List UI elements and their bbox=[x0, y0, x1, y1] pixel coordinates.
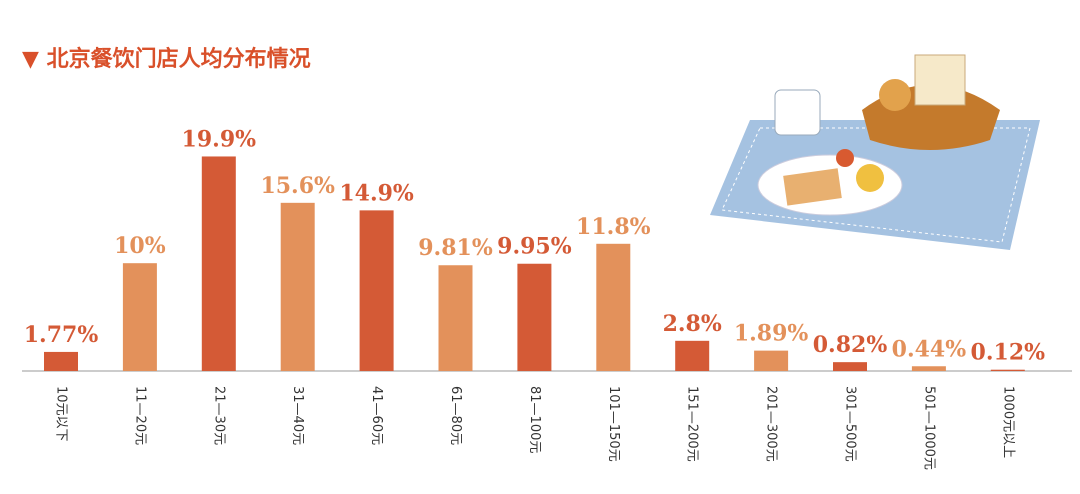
x-tick-label: 201—300元 bbox=[764, 386, 779, 462]
bar bbox=[675, 340, 710, 371]
bar bbox=[201, 156, 236, 371]
chart-title: ▼ 北京餐饮门店人均分布情况 bbox=[22, 46, 311, 72]
illustration bbox=[710, 54, 1040, 250]
value-label: 0.12% bbox=[971, 340, 1046, 366]
bar bbox=[990, 369, 1025, 371]
value-label: 2.8% bbox=[663, 311, 722, 337]
x-tick-label: 61—80元 bbox=[448, 386, 463, 445]
value-label: 11.8% bbox=[576, 214, 651, 240]
bar bbox=[596, 243, 631, 371]
bar bbox=[517, 263, 552, 371]
x-tick-label: 10元以下 bbox=[54, 386, 69, 442]
value-label: 15.6% bbox=[260, 173, 335, 199]
bar bbox=[280, 202, 315, 371]
x-tick-label: 11—20元 bbox=[132, 386, 147, 445]
value-label: 9.81% bbox=[418, 235, 493, 261]
bar bbox=[438, 265, 473, 371]
x-tick-label: 151—200元 bbox=[685, 386, 700, 462]
x-tick-label: 81—100元 bbox=[527, 386, 542, 453]
bar bbox=[754, 350, 789, 371]
bar bbox=[44, 351, 78, 371]
value-label: 1.77% bbox=[24, 322, 99, 348]
value-label: 14.9% bbox=[339, 180, 414, 206]
value-label: 0.82% bbox=[813, 332, 888, 358]
value-label: 0.44% bbox=[892, 336, 967, 362]
bar bbox=[833, 362, 867, 371]
x-tick-label: 101—150元 bbox=[606, 386, 621, 462]
bar bbox=[122, 263, 157, 371]
bar bbox=[359, 210, 394, 371]
x-tick-label: 31—40元 bbox=[290, 386, 305, 445]
value-label: 19.9% bbox=[182, 126, 257, 152]
x-tick-label: 21—30元 bbox=[211, 386, 226, 445]
bar bbox=[911, 366, 946, 371]
value-label: 9.95% bbox=[497, 234, 572, 260]
value-label: 10% bbox=[114, 233, 166, 259]
x-tick-label: 1000元以上 bbox=[1000, 386, 1015, 458]
x-tick-label: 301—500元 bbox=[843, 386, 858, 462]
x-tick-label: 501—1000元 bbox=[921, 386, 936, 470]
value-label: 1.89% bbox=[734, 321, 809, 347]
x-tick-label: 41—60元 bbox=[369, 386, 384, 445]
